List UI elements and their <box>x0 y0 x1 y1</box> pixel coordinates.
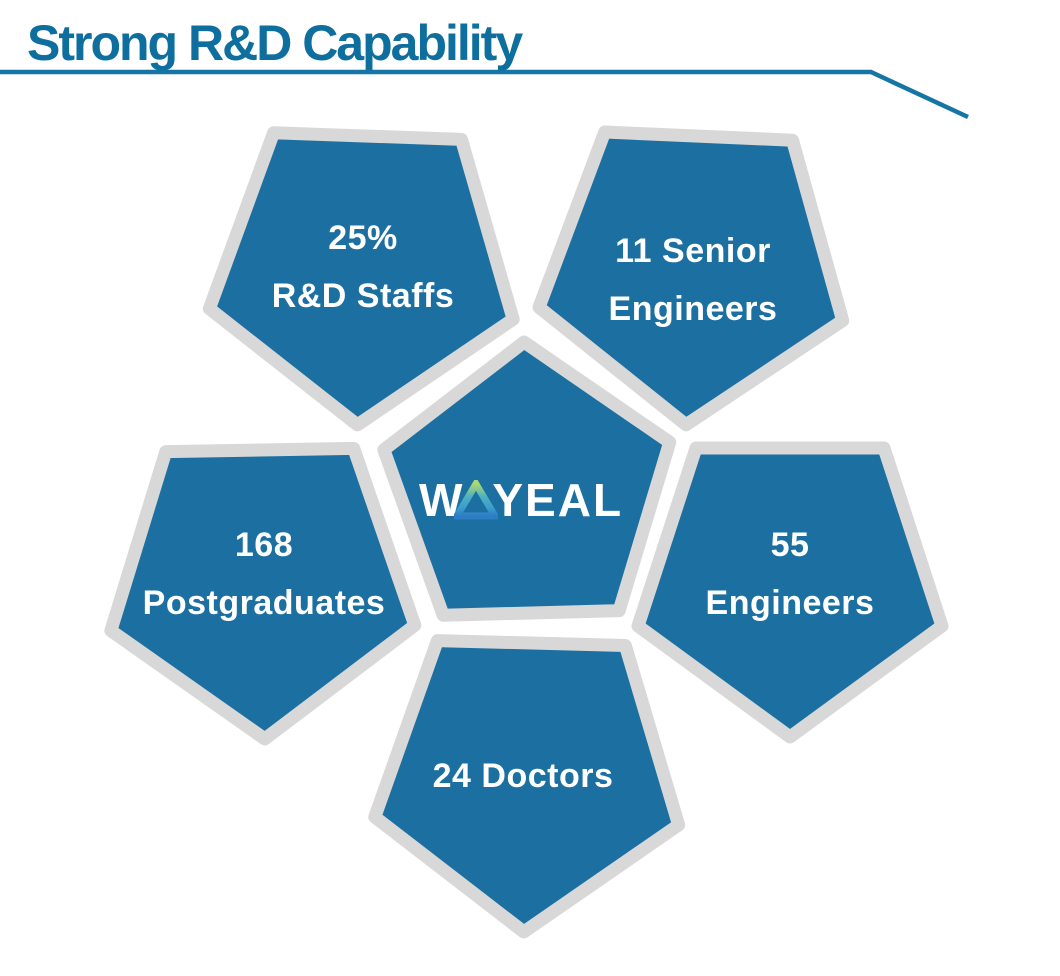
pentagon-doctors <box>368 634 686 939</box>
wayeal-logo: W YEAL <box>419 473 623 527</box>
stat-caption: Postgraduates <box>142 584 386 622</box>
pentagon-label-doctors: 24 Doctors <box>363 747 683 805</box>
pentagon-engineers <box>631 441 949 744</box>
stat-value: 25% <box>328 219 398 257</box>
logo-letters-yeal: YEAL <box>492 474 624 526</box>
wayeal-logo-a-triangle-icon <box>454 480 499 520</box>
stat-value: 11 Senior <box>615 232 771 270</box>
stat-caption: Engineers <box>608 290 778 328</box>
pentagon-label-senior-engineers: 11 Senior Engineers <box>533 222 853 338</box>
stat-value: 55 <box>770 526 810 564</box>
pentagon-label-rd-staffs: 25% R&D Staffs <box>203 209 523 325</box>
title-underline-line <box>0 69 969 120</box>
pentagon-postgraduates <box>104 441 422 746</box>
title-underline <box>0 69 969 120</box>
stat-value: 24 Doctors <box>432 757 614 795</box>
stat-caption: R&D Staffs <box>271 277 455 315</box>
pentagon-senior-engineers <box>532 125 850 432</box>
page-title: Strong R&D Capability <box>27 15 523 71</box>
stat-caption: Engineers <box>705 584 875 622</box>
pentagon-label-postgraduates: 168 Postgraduates <box>104 516 424 632</box>
pentagon-label-engineers: 55 Engineers <box>630 516 950 632</box>
pentagon-center <box>377 335 677 622</box>
stat-value: 168 <box>234 526 294 564</box>
pentagon-rd-staffs <box>202 126 520 432</box>
